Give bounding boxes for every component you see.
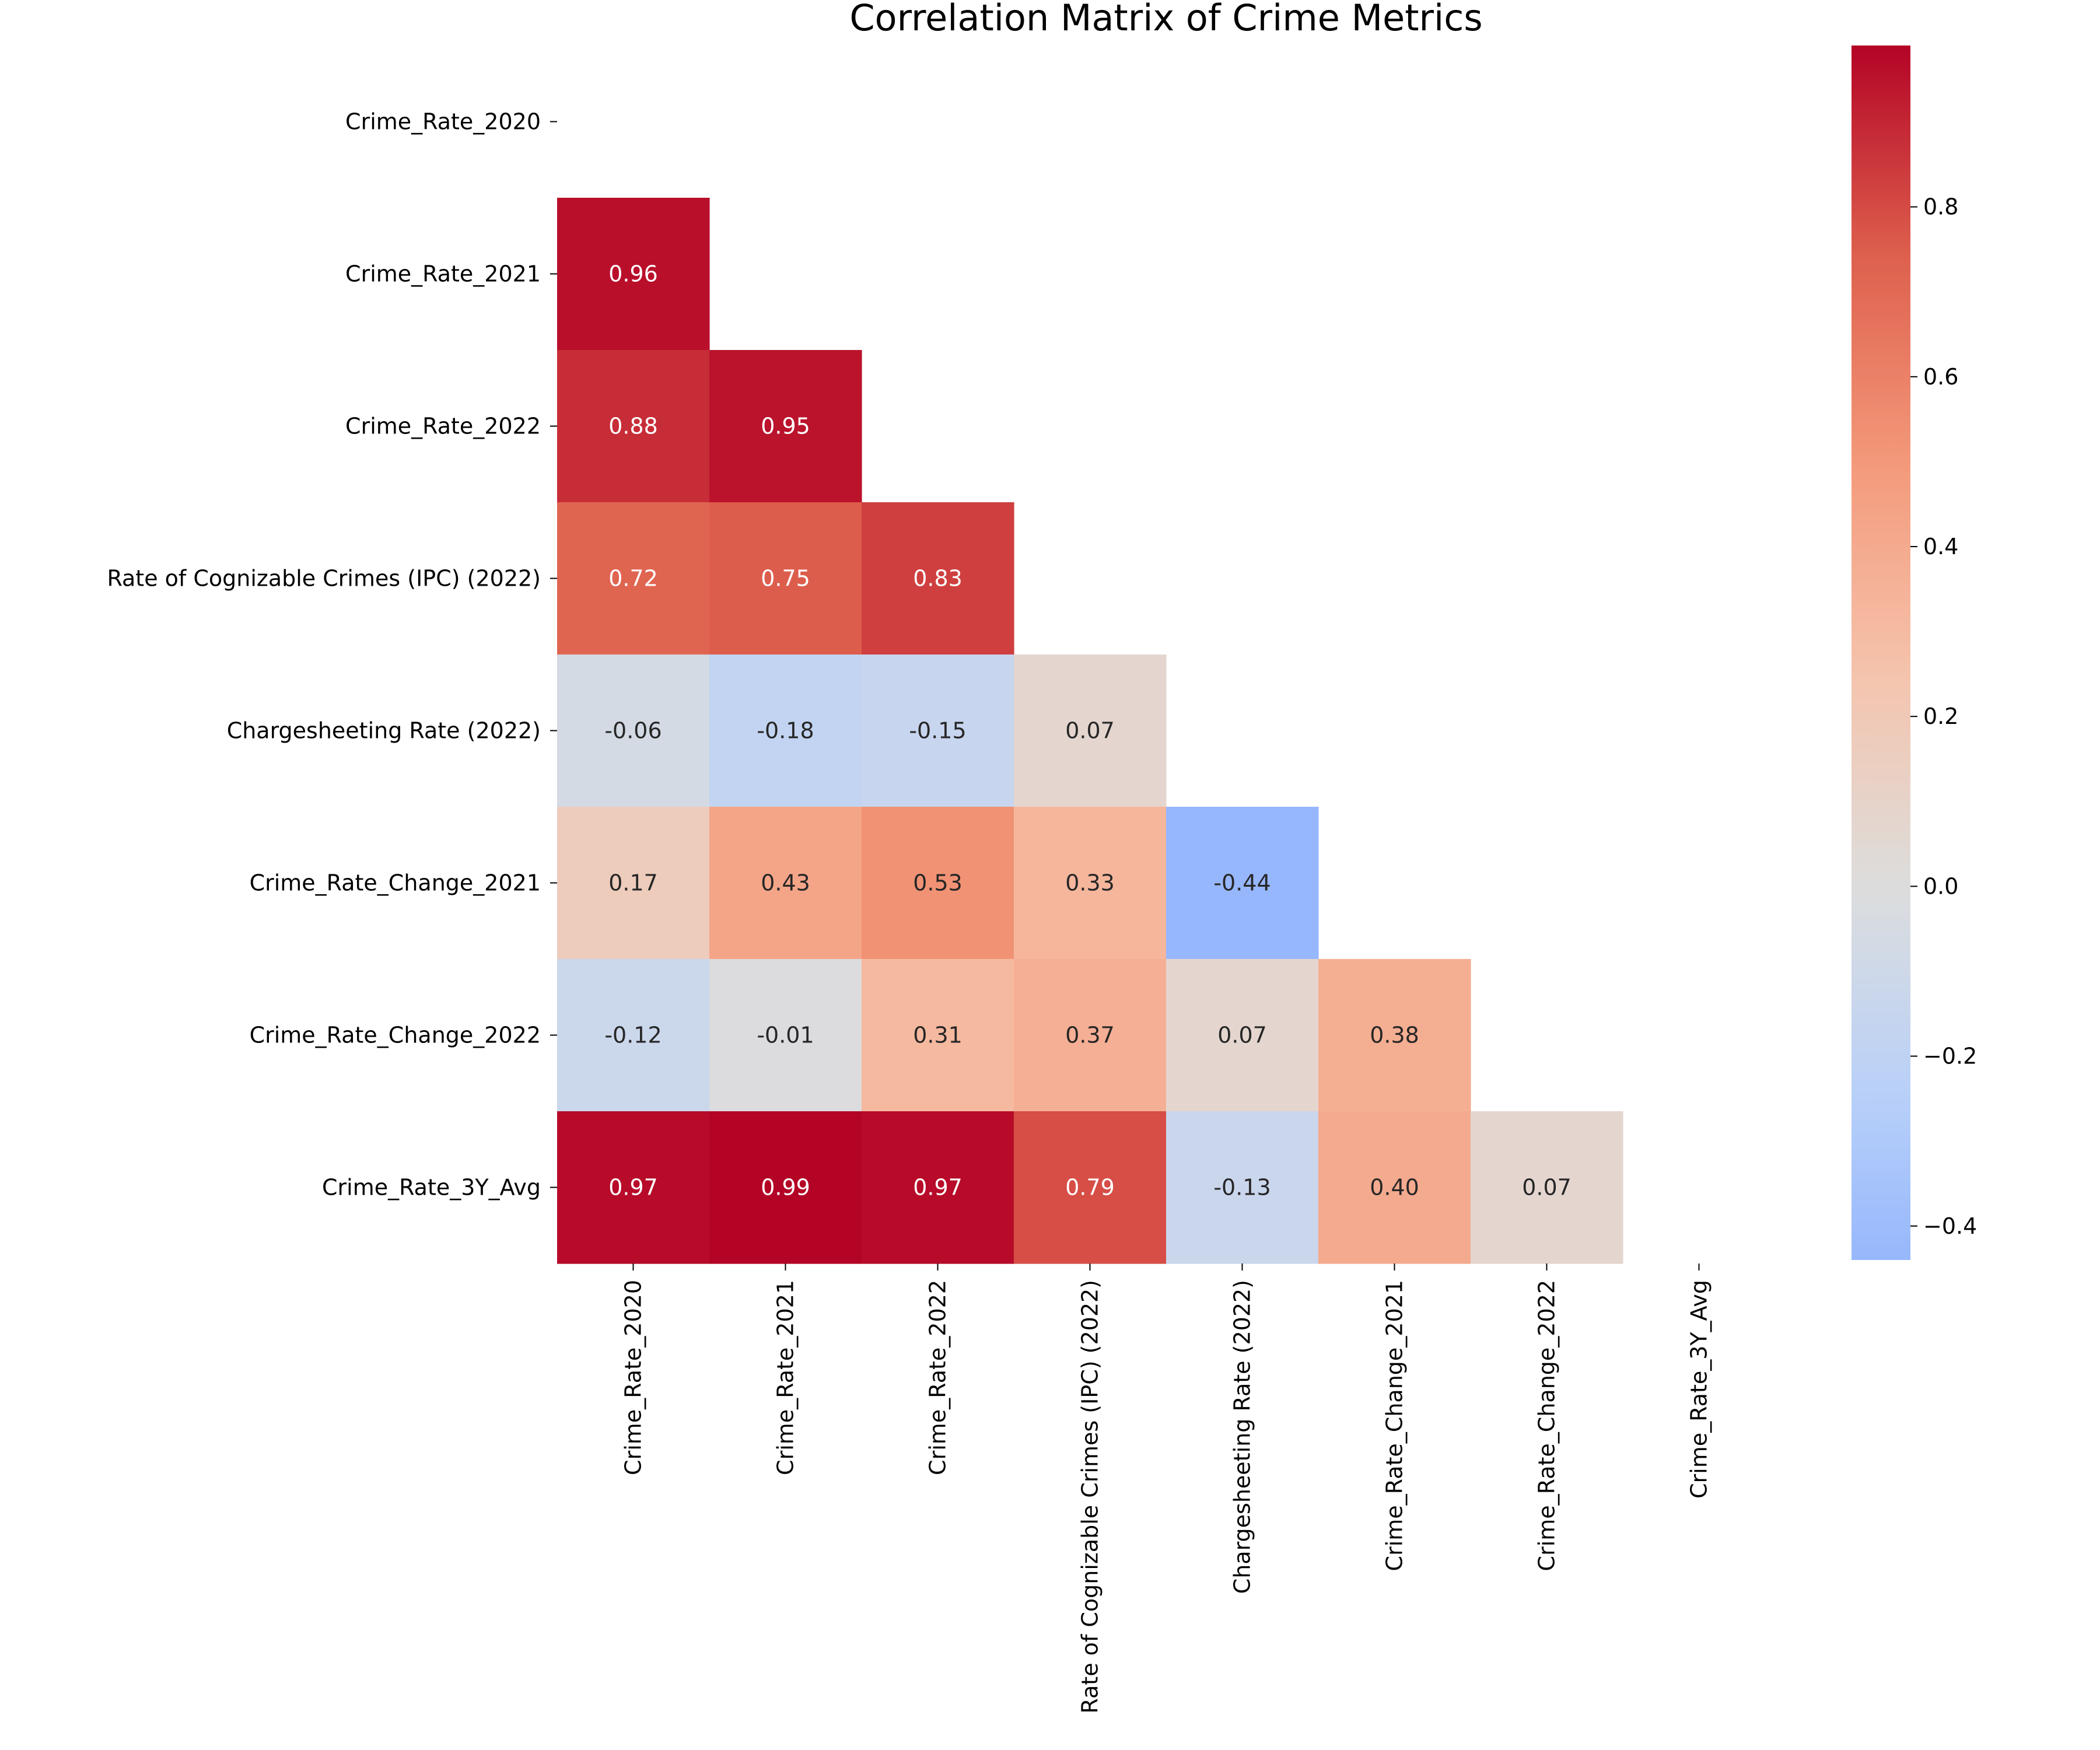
heatmap-cell [709, 350, 862, 503]
colorbar-tick-label: −0.2 [1923, 1044, 1977, 1069]
y-tick-label: Crime_Rate_2022 [345, 414, 541, 439]
x-tick-label: Crime_Rate_2022 [925, 1280, 951, 1475]
heatmap-cell-value: 0.43 [761, 870, 810, 896]
x-tick-label: Crime_Rate_2021 [773, 1280, 799, 1475]
heatmap-cell-value: -0.18 [757, 718, 814, 744]
heatmap-cell [557, 654, 710, 807]
heatmap-cell-value: 0.72 [608, 566, 658, 592]
heatmap-cell [709, 654, 862, 807]
heatmap-cell-value: 0.37 [1065, 1023, 1115, 1048]
heatmap-cell [709, 1111, 862, 1264]
colorbar-gradient [1852, 46, 1910, 1260]
heatmap-cell-value: 0.88 [608, 414, 658, 439]
chart-title: Correlation Matrix of Crime Metrics [849, 0, 1482, 39]
heatmap-cell-value: 0.07 [1065, 718, 1115, 744]
heatmap-cell [557, 1111, 710, 1264]
heatmap-cell-value: -0.01 [757, 1023, 814, 1048]
heatmap-cell [1014, 959, 1167, 1112]
heatmap-cell-value: 0.97 [913, 1175, 963, 1200]
heatmap-cell-value: 0.33 [1065, 870, 1115, 896]
heatmap-cell [862, 502, 1014, 655]
heatmap-cell [1318, 959, 1471, 1112]
heatmap-cell-value: 0.95 [761, 414, 810, 439]
heatmap-cell-value: 0.97 [608, 1175, 658, 1200]
heatmap-cell-value: 0.07 [1522, 1175, 1572, 1200]
heatmap-cell [1166, 1111, 1319, 1264]
heatmap-cell [1471, 1111, 1623, 1264]
heatmap-cell-value: 0.07 [1217, 1023, 1267, 1048]
x-tick-label: Chargesheeting Rate (2022) [1230, 1280, 1255, 1594]
heatmap-cell [557, 198, 710, 351]
y-tick-label: Crime_Rate_Change_2022 [250, 1023, 541, 1048]
heatmap-cell-value: 0.83 [913, 566, 963, 592]
heatmap-cell-value: -0.15 [909, 718, 966, 744]
heatmap-cell [862, 654, 1014, 807]
x-axis: Crime_Rate_2020 Crime_Rate_2021 Crime_Rate… [621, 1264, 1712, 1714]
y-tick-label: Crime_Rate_2020 [345, 109, 541, 135]
heatmap-cell-value: 0.79 [1065, 1175, 1115, 1200]
heatmap-cell [709, 502, 862, 655]
heatmap-cell [1014, 807, 1167, 960]
colorbar-tick-label: 0.8 [1923, 194, 1958, 220]
heatmap-cell-value: 0.75 [761, 566, 810, 592]
heatmap-cell-value: 0.99 [761, 1175, 810, 1200]
y-tick-label: Crime_Rate_2021 [345, 261, 541, 287]
heatmap-cell-value: -0.44 [1213, 870, 1270, 896]
heatmap-cell [862, 1111, 1014, 1264]
heatmap-cell [557, 807, 710, 960]
heatmap-cell [709, 959, 862, 1112]
heatmap-cell [1166, 807, 1319, 960]
heatmap-cell [1166, 959, 1319, 1112]
heatmap-cell-value: 0.38 [1370, 1023, 1419, 1048]
colorbar-tick-label: 0.6 [1923, 364, 1958, 390]
heatmap-cell [557, 502, 710, 655]
x-tick-label: Crime_Rate_2020 [621, 1280, 646, 1475]
y-tick-label: Chargesheeting Rate (2022) [227, 718, 541, 744]
heatmap-cell-value: 0.17 [608, 870, 658, 896]
heatmap-cell-value: -0.12 [604, 1023, 662, 1048]
heatmap-cell [1318, 1111, 1471, 1264]
y-tick-label: Crime_Rate_3Y_Avg [322, 1175, 541, 1200]
y-axis: Crime_Rate_2020 Crime_Rate_2021 Crime_Rate… [107, 109, 557, 1200]
x-tick-label: Crime_Rate_3Y_Avg [1686, 1280, 1712, 1499]
heatmap-cell-value: -0.06 [604, 718, 662, 744]
x-tick-label: Crime_Rate_Change_2021 [1382, 1280, 1408, 1571]
heatmap-cell [557, 350, 710, 503]
colorbar-tick-label: 0.2 [1923, 704, 1958, 729]
heatmap-cell-value: -0.13 [1213, 1175, 1270, 1200]
heatmap-cell [709, 807, 862, 960]
heatmap-cell [862, 959, 1014, 1112]
colorbar-tick-label: 0.4 [1923, 534, 1958, 559]
x-tick-label: Crime_Rate_Change_2022 [1534, 1280, 1560, 1571]
heatmap-cell [1014, 654, 1167, 807]
y-tick-label: Crime_Rate_Change_2021 [250, 870, 541, 896]
colorbar-tick-label: −0.4 [1923, 1213, 1977, 1239]
x-tick-label: Rate of Cognizable Crimes (IPC) (2022) [1077, 1280, 1103, 1714]
y-tick-label: Rate of Cognizable Crimes (IPC) (2022) [107, 566, 541, 592]
heatmap-cell-value: 0.31 [913, 1023, 963, 1048]
colorbar: −0.4 −0.2 0.0 0.2 0.4 0.6 0.8 [1852, 46, 1977, 1260]
heatmap-cell-value: 0.96 [608, 261, 658, 287]
heatmap-cell [862, 807, 1014, 960]
heatmap-cell-value: 0.40 [1370, 1175, 1419, 1200]
heatmap-cell [557, 959, 710, 1112]
heatmap-cell-value: 0.53 [913, 870, 963, 896]
heatmap-cells: 0.96 0.88 0.95 0.72 0.75 0.83 -0.06 -0.18 -0.15 0… [557, 198, 1623, 1264]
heatmap-cell [1014, 1111, 1167, 1264]
colorbar-tick-label: 0.0 [1923, 873, 1958, 899]
